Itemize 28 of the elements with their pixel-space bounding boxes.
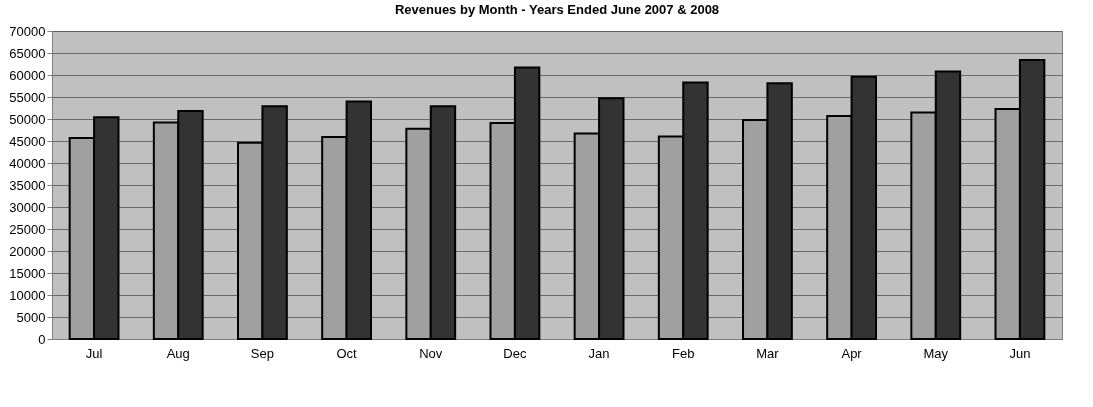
y-tick-label: 55000 [9, 89, 46, 105]
y-tick-label: 40000 [9, 155, 46, 171]
y-tick-label: 50000 [9, 111, 46, 127]
y-tick-label: 20000 [9, 243, 46, 259]
x-tick-label: Oct [336, 345, 358, 361]
y-tick-label: 30000 [9, 199, 46, 215]
x-tick-label: Mar [756, 345, 780, 361]
x-tick-label: May [923, 345, 949, 361]
x-tick-label: Aug [166, 345, 190, 361]
y-tick-label: 35000 [9, 177, 46, 193]
chart-title: Revenues by Month - Years Ended June 2007 & 2008 [394, 2, 720, 17]
x-tick-label: Dec [503, 345, 527, 361]
x-tick-label: Jan [588, 345, 610, 361]
y-tick-label: 60000 [9, 67, 46, 83]
x-tick-label: Apr [841, 345, 863, 361]
y-tick-label: 70000 [9, 23, 46, 39]
y-tick-label: 0 [38, 331, 46, 347]
x-tick-label: Sep [250, 345, 274, 361]
x-tick-label: Nov [419, 345, 443, 361]
x-tick-label: Jul [85, 345, 103, 361]
x-tick-label: Jun [1009, 345, 1031, 361]
y-tick-label: 5000 [16, 309, 46, 325]
y-tick-label: 45000 [9, 133, 46, 149]
y-tick-label: 25000 [9, 221, 46, 237]
y-tick-label: 15000 [9, 265, 46, 281]
y-tick-label: 10000 [9, 287, 46, 303]
y-tick-label: 65000 [9, 45, 46, 61]
x-tick-label: Feb [672, 345, 695, 361]
